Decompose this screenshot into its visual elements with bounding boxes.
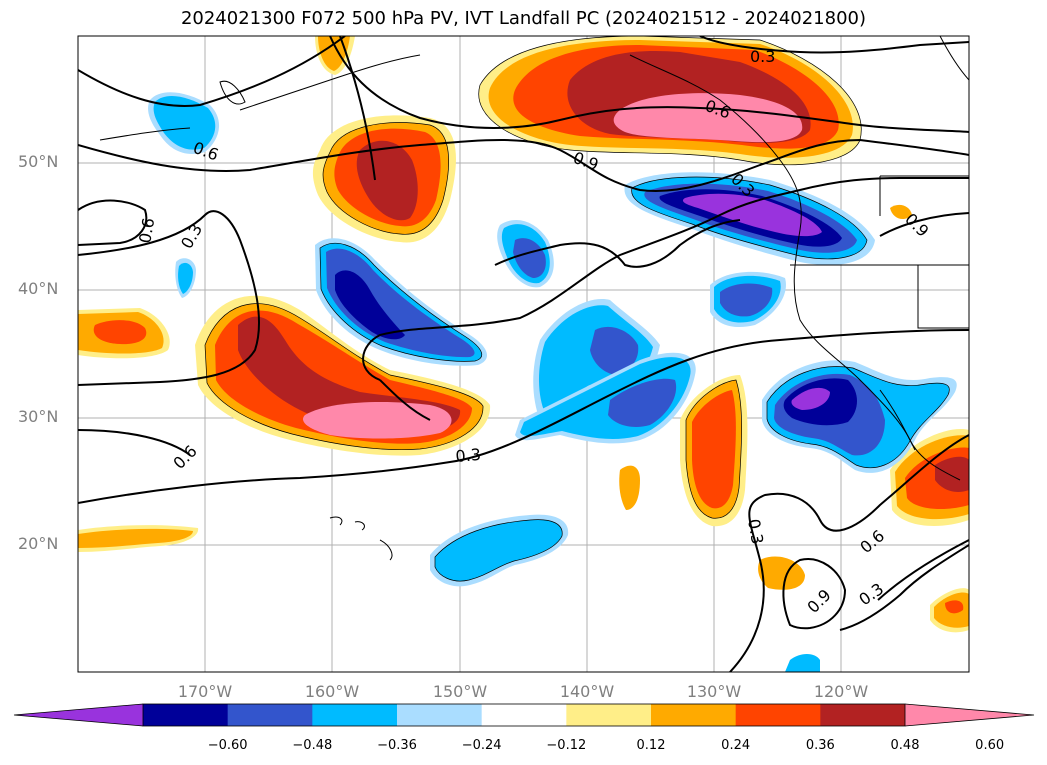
lon-label: 170°W	[177, 682, 233, 701]
colorbar-tick-label: 0.12	[636, 738, 666, 753]
pv-contour-outlines	[204, 36, 950, 582]
colorbar-tick-label: −0.12	[546, 738, 587, 753]
lon-label: 120°W	[813, 682, 869, 701]
pv-positive-central	[195, 295, 491, 456]
colorbar-tick-label: −0.36	[377, 738, 417, 753]
lat-label: 50°N	[18, 152, 59, 171]
pv-negative-northwest	[148, 92, 554, 298]
pv-positive-nw	[312, 115, 456, 243]
colorbar-tick-label: −0.48	[292, 738, 333, 753]
pv-positive-west	[78, 36, 355, 552]
contour-label: 0.3	[455, 445, 482, 466]
lon-label: 160°W	[304, 682, 360, 701]
coastlines	[99, 36, 969, 561]
colorbar-tick-label: 0.36	[805, 738, 835, 753]
lat-label: 20°N	[18, 534, 59, 553]
colorbar-tick-label: 0.60	[975, 738, 1005, 753]
contour-label: 0.3	[750, 47, 775, 66]
colorbar-tick-label: 0.48	[890, 738, 920, 753]
contour-label: 0.3	[744, 517, 767, 545]
map-title: 2024021300 F072 500 hPa PV, IVT Landfall…	[180, 8, 867, 29]
pv-negative-central	[315, 238, 488, 366]
pv-positive-north	[478, 36, 862, 165]
lon-label: 140°W	[559, 682, 615, 701]
lon-label: 150°W	[432, 682, 488, 701]
lon-label: 130°W	[686, 682, 742, 701]
pv-positive-southeast	[619, 204, 969, 633]
contour-label: 0.6	[135, 216, 158, 244]
colorbar-tick-label: −0.60	[207, 738, 248, 753]
colorbar-tick-label: 0.24	[721, 738, 751, 753]
lat-label: 30°N	[18, 407, 59, 426]
pv-negative-northeast	[624, 172, 875, 266]
lat-label: 40°N	[18, 279, 59, 298]
colorbar-tick-label: −0.24	[461, 738, 502, 753]
ivt-contours	[78, 36, 969, 672]
